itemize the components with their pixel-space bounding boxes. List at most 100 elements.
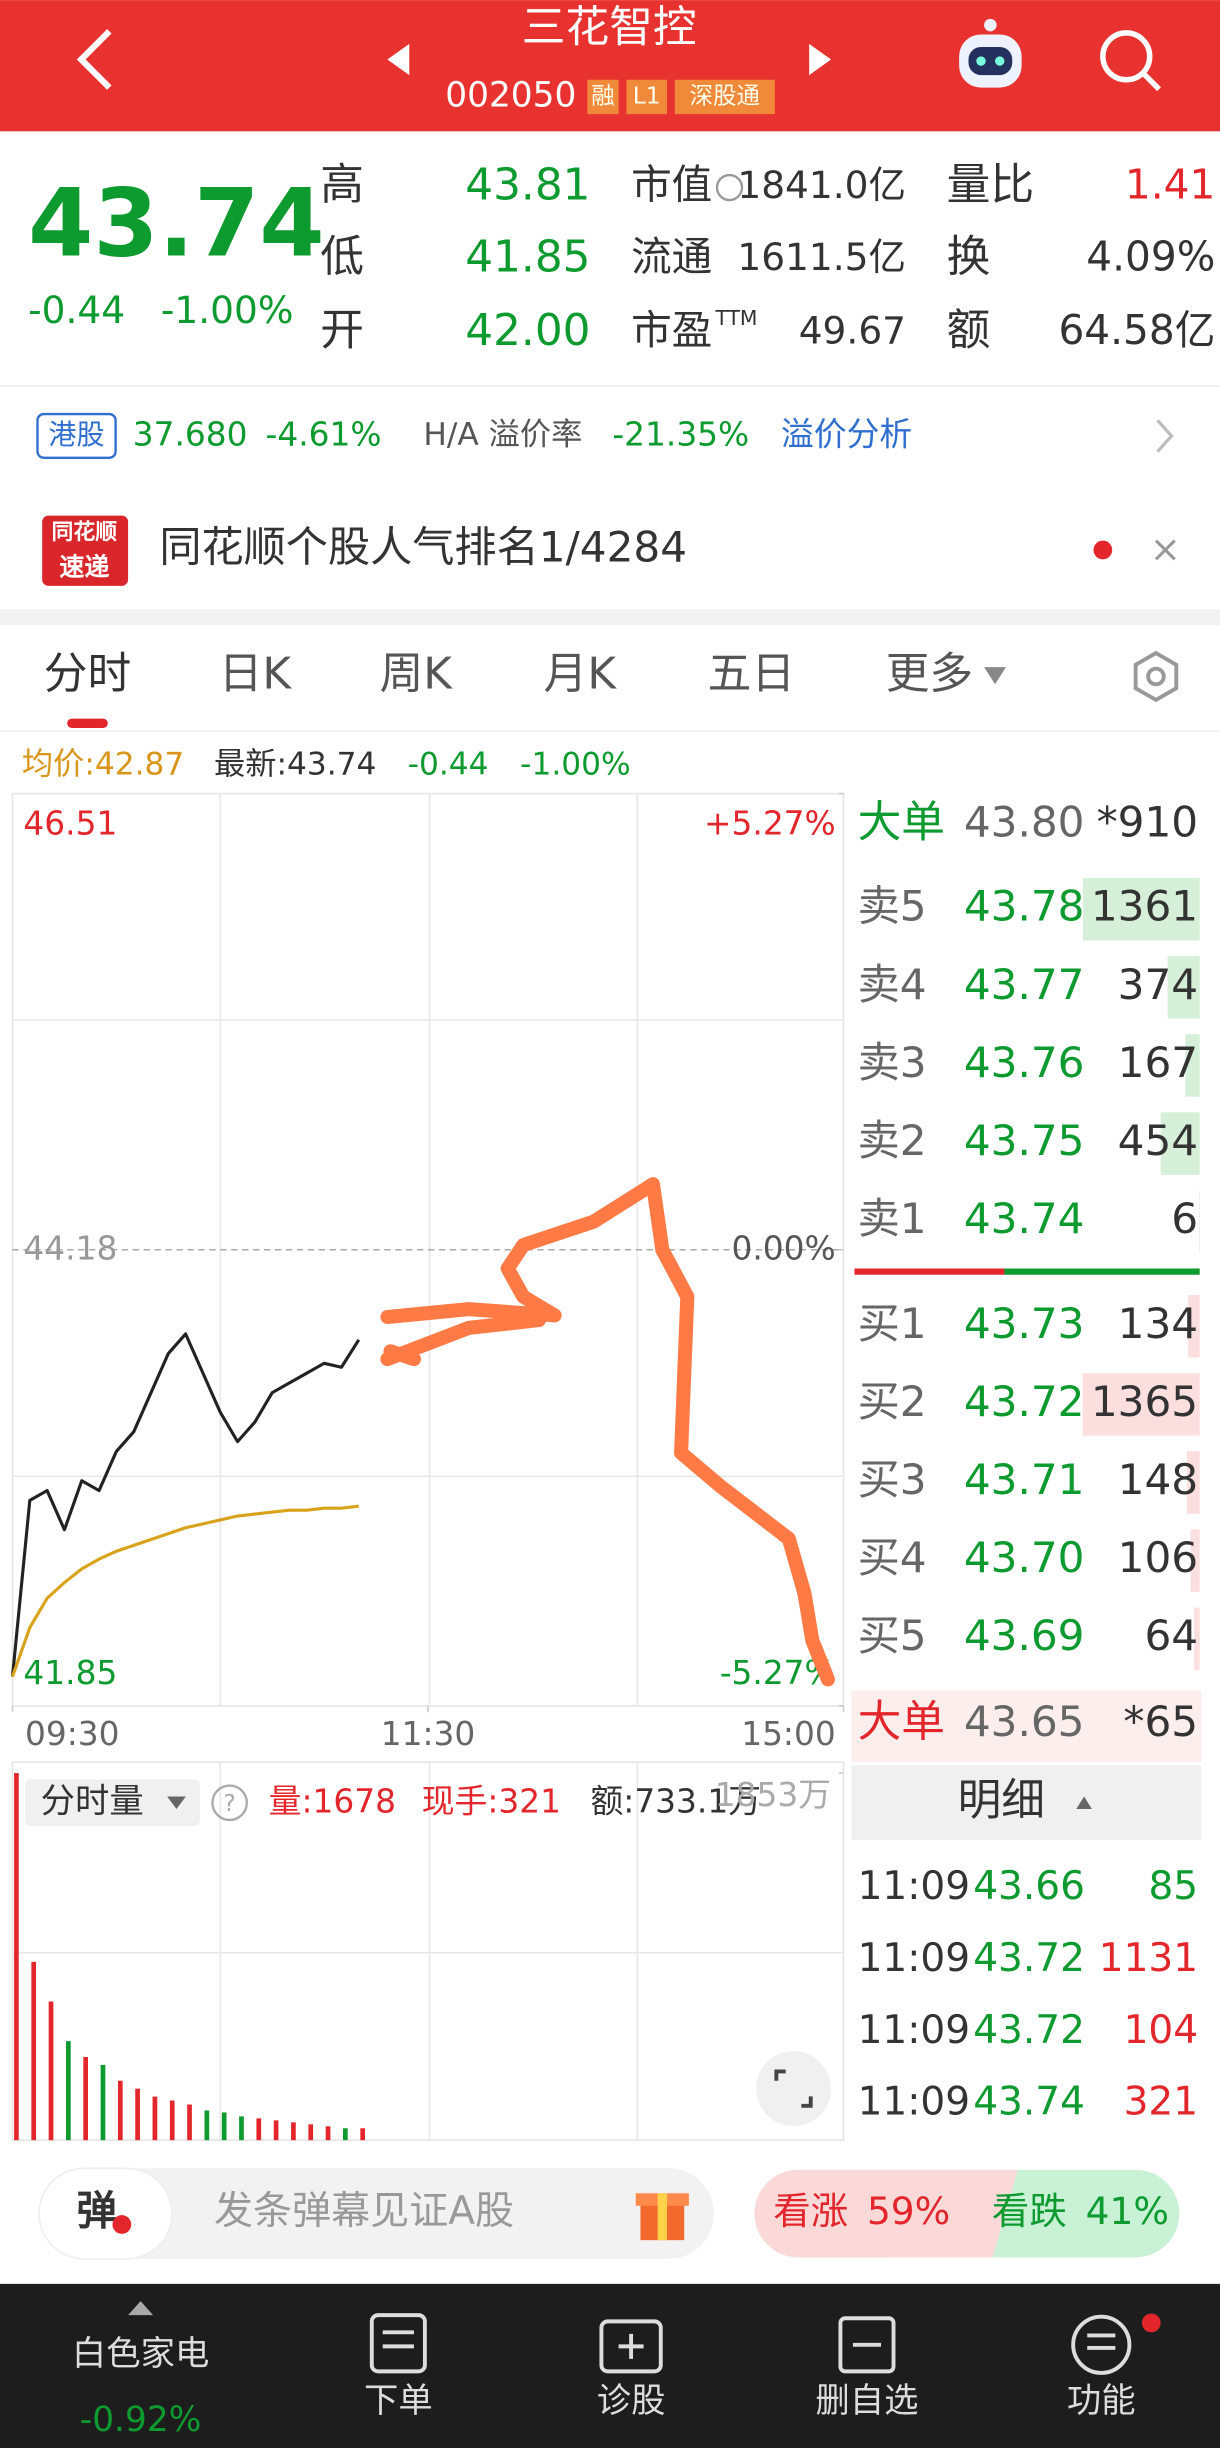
- volume-bar: [291, 2122, 296, 2141]
- volume-bar: [256, 2118, 262, 2141]
- price: 43.74: [28, 170, 324, 279]
- volume-selector[interactable]: [24, 1779, 200, 1827]
- big-buy-bg: [851, 1690, 1202, 1763]
- premium: -21.35%: [612, 415, 749, 453]
- detail-title: 明细: [958, 1775, 1045, 1826]
- stat-label: 量比: [947, 160, 1034, 211]
- danmaku-icon: 弹: [77, 2187, 118, 2235]
- brand: 同花顺: [52, 519, 118, 545]
- depth-bar: [1188, 1295, 1200, 1358]
- search-icon[interactable]: [1100, 30, 1162, 92]
- depth-bar: [1194, 1607, 1200, 1670]
- nav-item[interactable]: 功能: [1067, 2381, 1136, 2421]
- settings-icon: [1146, 666, 1166, 687]
- stat-label: 高: [320, 160, 364, 211]
- gift-icon[interactable]: [635, 2193, 689, 2241]
- danmaku-placeholder: 发条弹幕见证A股: [214, 2189, 514, 2234]
- separator: [0, 609, 1220, 625]
- hk-row[interactable]: 港股 37.680 -4.61% H/A 溢价率 -21.35% 溢价分析: [36, 412, 1174, 459]
- volume-bar: [273, 2120, 279, 2141]
- stat-value: 49.67: [799, 308, 906, 352]
- notification-dot: [1141, 2313, 1161, 2333]
- stock-name: 三花智控: [522, 2, 697, 53]
- volume-bar: [325, 2126, 331, 2141]
- volume-bar: [31, 1961, 37, 2141]
- nav-icons: [369, 2313, 1132, 2375]
- big-buy-volume: *65: [1123, 1697, 1198, 1746]
- nav-item[interactable]: 删自选: [815, 2381, 918, 2421]
- book-volume: 64: [1144, 1611, 1198, 1660]
- series-line: [11, 1504, 359, 1678]
- depth-bar: [1190, 1529, 1200, 1592]
- back-button[interactable]: [76, 29, 112, 90]
- premium-link[interactable]: 溢价分析: [781, 415, 912, 453]
- help-mark: ?: [223, 1789, 235, 1817]
- sentiment-bar[interactable]: 看涨 59% 看跌 41%: [754, 2169, 1180, 2258]
- volume-info: 额:733.1万: [590, 1782, 761, 1820]
- help-icon[interactable]: [211, 1784, 248, 1822]
- settings-icon[interactable]: [1133, 650, 1179, 703]
- trade-time: 11:09: [858, 1936, 971, 1981]
- y2-tick-label: +5.27%: [704, 804, 836, 842]
- tab[interactable]: 五日: [708, 648, 795, 699]
- volume-bar: [169, 2100, 175, 2141]
- x-tick-label: 15:00: [741, 1715, 836, 1753]
- book-label: 买1: [858, 1299, 927, 1348]
- stat-value: 4.09%: [1086, 232, 1215, 280]
- tag: 深股通: [690, 81, 760, 109]
- book-price: 43.73: [964, 1299, 1085, 1348]
- next-stock[interactable]: [809, 43, 832, 76]
- prev-stock[interactable]: [387, 43, 410, 76]
- depth-bar: [1082, 877, 1200, 941]
- volume-info: 现手:321: [422, 1782, 561, 1820]
- fullscreen-button[interactable]: [756, 2051, 832, 2127]
- volume-bar: [135, 2088, 140, 2141]
- tab[interactable]: 分时: [44, 648, 131, 699]
- expand-arrow[interactable]: [128, 2301, 154, 2316]
- info-icon[interactable]: [715, 173, 744, 202]
- stat-value: 1841.0亿: [737, 163, 906, 207]
- danmaku-input[interactable]: [39, 2168, 714, 2259]
- big-sell-label: 大单: [858, 797, 945, 848]
- volume-title: 分时量: [41, 1781, 144, 1821]
- trade-price: 43.66: [973, 1864, 1085, 1909]
- trade-volume: 85: [1148, 1864, 1198, 1909]
- sentiment-label: 看跌: [992, 2189, 1067, 2233]
- sector-name[interactable]: 白色家电: [72, 2334, 209, 2374]
- volume-bar: [14, 1773, 19, 2141]
- close-button[interactable]: [1154, 539, 1176, 561]
- book-volume: 106: [1118, 1533, 1198, 1582]
- book-price: 43.77: [964, 960, 1085, 1009]
- sentiment-up: [754, 2169, 1018, 2258]
- danmaku-toggle[interactable]: [38, 2167, 173, 2260]
- volume-bar: [187, 2104, 192, 2141]
- stat-value: 1611.5亿: [737, 235, 906, 279]
- assistant-icon[interactable]: [959, 18, 1022, 88]
- dropdown-arrow: [984, 667, 1006, 685]
- book-volume: 167: [1118, 1038, 1198, 1087]
- book-label: 卖3: [858, 1038, 927, 1087]
- x-tick-label: 09:30: [25, 1715, 120, 1753]
- order-book: 卖5 43.78 1361 卖4 43.77 374 卖3 43.76 167 卖2 43.75 45…: [858, 877, 1200, 2125]
- y-tick-label: 46.51: [23, 804, 117, 842]
- y2-tick-label: 0.00%: [732, 1229, 836, 1267]
- trade-time: 11:09: [858, 1864, 971, 1909]
- tab[interactable]: 日K: [219, 648, 293, 699]
- trade-price: 43.72: [973, 1936, 1085, 1981]
- banner-text[interactable]: 同花顺个股人气排名1/4284: [159, 522, 687, 571]
- tab[interactable]: 周K: [380, 648, 454, 699]
- tab[interactable]: 更多: [886, 648, 973, 699]
- hand-drawn-annotation: [380, 1177, 835, 1687]
- sentiment-value: 41%: [1086, 2189, 1169, 2233]
- nav-item[interactable]: 下单: [364, 2381, 433, 2421]
- volume-tick-label: 1853万: [715, 1776, 831, 1814]
- volume-bar: [308, 2124, 314, 2141]
- tag: 融: [591, 81, 614, 109]
- depth-bar: [1167, 956, 1200, 1019]
- volume-info: 量:1678: [269, 1782, 396, 1820]
- detail-header[interactable]: [851, 1765, 1202, 1841]
- tab[interactable]: 月K: [544, 648, 618, 699]
- volume-bar: [83, 2056, 88, 2141]
- nav-item[interactable]: 诊股: [597, 2381, 666, 2421]
